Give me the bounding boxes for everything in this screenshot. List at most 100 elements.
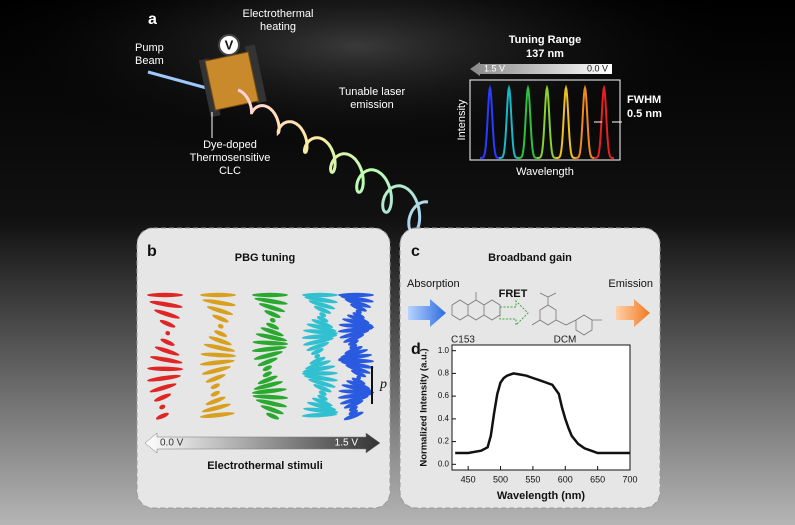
molecule <box>303 407 339 414</box>
molecule <box>305 360 331 370</box>
molecule <box>208 336 232 346</box>
y-tick-label: 1.0 <box>438 346 450 355</box>
molecule <box>269 317 276 323</box>
molecule <box>165 330 171 336</box>
molecule <box>302 292 338 298</box>
molecule <box>260 405 284 415</box>
molecule <box>253 381 283 390</box>
heating-label: Electrothermal heating <box>243 8 314 33</box>
molecule <box>262 371 272 378</box>
molecules <box>451 292 602 336</box>
peak <box>594 84 614 159</box>
molecule <box>304 296 338 304</box>
absorption-arrow <box>408 299 446 327</box>
peak <box>537 84 557 159</box>
voltage-arrow <box>470 62 612 76</box>
x-tick-label: 450 <box>461 474 476 484</box>
molecule <box>351 377 366 385</box>
molecule <box>199 412 235 418</box>
molecule <box>252 394 289 400</box>
molecule <box>311 348 324 355</box>
spectrum-line <box>455 372 630 455</box>
panel-label: a <box>148 11 157 28</box>
molecule <box>266 412 280 420</box>
voltmeter <box>218 34 240 56</box>
molecule <box>348 409 359 416</box>
molecule <box>301 371 338 376</box>
molecule <box>340 295 374 303</box>
stimuli-arrow <box>144 432 381 454</box>
molecule <box>159 404 166 410</box>
molecule <box>160 338 175 346</box>
panel-title: Broadband gain <box>488 252 572 264</box>
molecule <box>346 314 370 324</box>
molecule <box>202 299 236 307</box>
molecule <box>338 353 373 361</box>
molecule <box>313 384 332 393</box>
molecule <box>302 329 339 335</box>
molecule <box>306 401 337 411</box>
molecule <box>255 399 288 408</box>
molecule <box>201 403 231 413</box>
molecule <box>254 297 288 305</box>
molecule <box>253 351 283 360</box>
molecule <box>314 353 321 359</box>
molecule <box>316 316 329 323</box>
molecule <box>339 329 370 339</box>
molecule <box>303 374 338 382</box>
voltmeter-label: V <box>225 37 234 52</box>
pump-beam <box>147 70 215 92</box>
molecule <box>346 380 371 390</box>
molecule <box>149 383 177 393</box>
molecule <box>159 319 176 328</box>
x-axis-label: Wavelength (nm) <box>497 490 586 502</box>
molecule <box>302 365 336 373</box>
pitch-label: p <box>379 377 387 392</box>
y-tick-label: 0.2 <box>438 437 450 446</box>
molecule <box>154 393 171 402</box>
molecule <box>340 361 374 369</box>
molecule <box>311 319 334 328</box>
molecule <box>206 306 234 316</box>
caption: Electrothermal stimuli <box>207 460 323 472</box>
donor-label: C153 <box>451 335 475 346</box>
inset-axes <box>469 79 621 161</box>
molecule <box>260 327 284 337</box>
molecule <box>205 396 226 406</box>
molecule <box>317 394 328 401</box>
y-axis-label: Normalized Intensity (a.u.) <box>419 348 430 466</box>
molecule <box>149 300 183 308</box>
tuning-range: Tuning Range 137 nm <box>509 34 582 60</box>
molecule <box>301 412 338 418</box>
emission-label: Tunable laser emission <box>339 86 406 111</box>
x-tick-label: 650 <box>590 474 605 484</box>
peak <box>556 84 576 159</box>
inset-x-label: Wavelength <box>516 166 574 178</box>
molecule <box>343 334 365 343</box>
molecule <box>309 356 326 365</box>
peak <box>518 84 538 159</box>
molecule <box>200 352 237 358</box>
x-tick-label: 550 <box>525 474 540 484</box>
molecule <box>147 366 184 372</box>
molecule <box>306 323 337 332</box>
molecule <box>200 292 236 298</box>
y-tick-label: 0.8 <box>438 369 450 378</box>
molecule <box>199 359 235 366</box>
fret-arrow <box>499 299 529 327</box>
molecule <box>344 345 363 355</box>
voltage-left: 1.5 V <box>484 63 505 73</box>
molecule <box>308 378 336 388</box>
molecule <box>337 327 373 333</box>
molecule <box>201 366 231 375</box>
molecule <box>266 322 280 330</box>
molecule <box>203 343 236 352</box>
molecule <box>264 310 281 318</box>
peak <box>480 84 500 159</box>
emission-arrow <box>616 299 650 327</box>
pump-label: Pump Beam <box>135 42 164 67</box>
fret-label: FRET <box>499 288 528 300</box>
molecule <box>255 333 288 342</box>
panel-label: b <box>147 243 157 260</box>
